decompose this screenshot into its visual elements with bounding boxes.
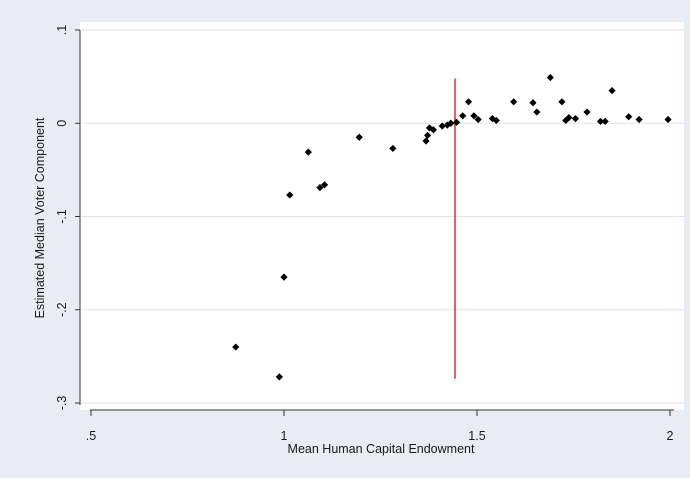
x-tick-label-1: 1 [281, 429, 288, 443]
data-point-29 [565, 114, 573, 122]
data-point-34 [608, 87, 616, 95]
data-point-7 [355, 133, 363, 141]
x-tick-label-2: 1.5 [468, 429, 485, 443]
data-point-23 [510, 98, 518, 106]
data-points [232, 73, 672, 381]
grid-lines [81, 29, 684, 404]
y-tick-label-4: -.3 [55, 396, 69, 411]
data-point-32 [596, 117, 605, 125]
data-point-11 [425, 124, 434, 132]
data-point-12 [429, 126, 437, 134]
data-point-35 [625, 113, 633, 121]
data-point-18 [464, 98, 473, 106]
y-tick-label-1: 0 [55, 120, 69, 127]
data-point-30 [571, 114, 580, 123]
data-point-28 [562, 116, 570, 125]
data-point-15 [447, 119, 455, 127]
data-point-31 [583, 108, 591, 116]
x-tick-label-0: .5 [86, 429, 96, 443]
data-point-8 [389, 144, 397, 153]
data-point-27 [558, 98, 566, 106]
data-point-25 [533, 108, 541, 116]
data-point-10 [423, 131, 432, 139]
data-point-17 [459, 112, 467, 120]
x-tick-label-3: 2 [667, 429, 674, 443]
data-point-6 [320, 181, 329, 189]
data-point-13 [438, 122, 446, 130]
data-point-9 [422, 137, 430, 145]
axes [79, 30, 674, 411]
ticks: .1 0 -.1 -.2 -.3 .5 1 1.5 2 [55, 25, 674, 443]
data-point-37 [664, 115, 672, 124]
y-axis-label: Estimated Median Voter Component [33, 117, 47, 318]
data-point-20 [474, 115, 482, 124]
data-point-4 [304, 148, 312, 156]
data-point-2 [280, 273, 288, 281]
x-axis-label: Mean Human Capital Endowment [288, 442, 475, 456]
data-point-26 [546, 73, 554, 82]
y-tick-label-2: -.1 [55, 209, 69, 224]
data-point-24 [529, 99, 537, 107]
y-tick-label-0: .1 [55, 25, 69, 35]
data-point-19 [470, 112, 478, 120]
data-point-0 [232, 343, 240, 351]
data-point-33 [601, 117, 609, 125]
data-point-16 [452, 118, 461, 126]
data-point-36 [635, 115, 643, 124]
data-point-22 [492, 116, 500, 125]
data-point-3 [286, 191, 294, 199]
data-point-1 [275, 373, 283, 381]
data-point-5 [316, 183, 324, 192]
y-tick-label-3: -.2 [55, 302, 69, 317]
